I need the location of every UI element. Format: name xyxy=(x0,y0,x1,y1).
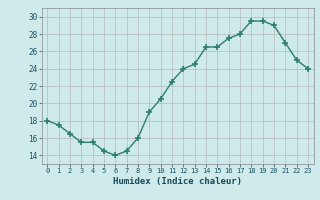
X-axis label: Humidex (Indice chaleur): Humidex (Indice chaleur) xyxy=(113,177,242,186)
